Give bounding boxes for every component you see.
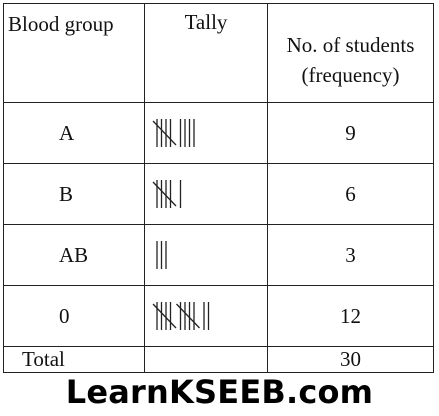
- tally-cell: [144, 163, 268, 225]
- tally-cross-stroke: [152, 181, 177, 207]
- tally-marks: [152, 119, 195, 147]
- tally-cross-stroke: [152, 303, 177, 329]
- header-frequency-line1: No. of students: [286, 33, 415, 57]
- blood-group-cell: A: [3, 102, 145, 164]
- table-row: A 9: [3, 102, 434, 164]
- blood-group-cell: B: [3, 163, 145, 225]
- header-blood-group: Blood group: [3, 3, 145, 103]
- total-row: Total 30: [3, 346, 434, 373]
- table-row: AB 3: [3, 224, 434, 286]
- header-frequency: No. of students (frequency): [267, 3, 434, 103]
- total-tally-cell: [144, 346, 268, 373]
- total-label: Total: [3, 346, 145, 373]
- tally-marks: [152, 180, 182, 208]
- header-tally: Tally: [144, 3, 268, 103]
- blood-group-cell: AB: [3, 224, 145, 286]
- tally-marks: [152, 302, 210, 330]
- frequency-table: Blood group Tally No. of students (frequ…: [3, 3, 434, 373]
- count-cell: 3: [267, 224, 434, 286]
- tally-cross-stroke: [152, 120, 177, 146]
- count-cell: 12: [267, 285, 434, 347]
- table-header-row: Blood group Tally No. of students (frequ…: [3, 3, 434, 103]
- blood-group-cell: 0: [3, 285, 145, 347]
- tally-cell: [144, 285, 268, 347]
- total-count: 30: [267, 346, 434, 373]
- table-row: B 6: [3, 163, 434, 225]
- tally-cross-stroke: [176, 303, 200, 329]
- count-cell: 9: [267, 102, 434, 164]
- tally-marks: [156, 241, 167, 269]
- site-brand-watermark: LearnKSEEB.com: [65, 373, 374, 411]
- count-cell: 6: [267, 163, 434, 225]
- table-row: 0 12: [3, 285, 434, 347]
- tally-cell: [144, 224, 268, 286]
- tally-cell: [144, 102, 268, 164]
- header-frequency-line2: (frequency): [301, 63, 400, 87]
